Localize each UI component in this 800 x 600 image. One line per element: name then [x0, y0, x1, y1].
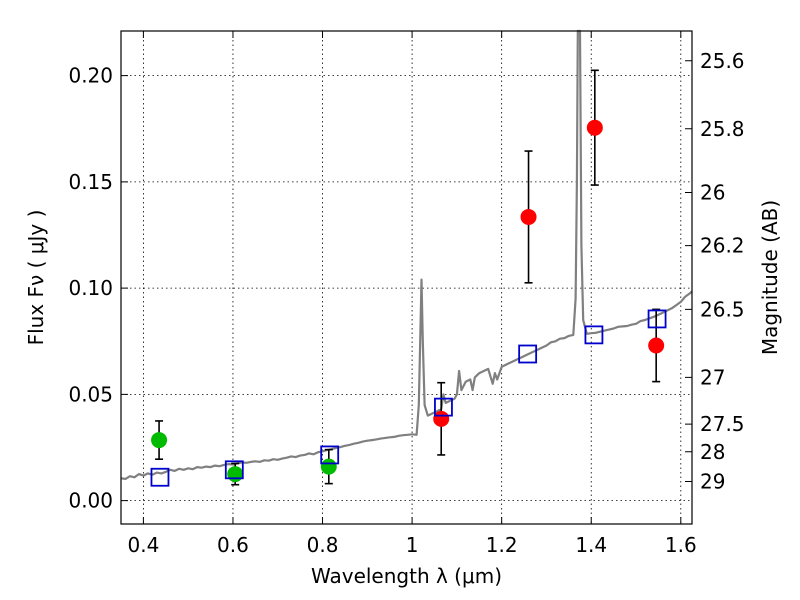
y2-tick-label: 26.2 [700, 234, 745, 258]
error-bars [155, 69, 661, 486]
x-tick-label: 0.6 [217, 533, 249, 557]
x-tick-label: 0.4 [127, 533, 159, 557]
model-square-marker [320, 445, 340, 465]
y2-tick-label: 27.5 [700, 412, 745, 436]
y2-tick-label: 27 [700, 365, 725, 389]
model-square-marker [647, 309, 667, 329]
grid [121, 31, 692, 524]
axis-ticks: 0.4 0.6 0.8 1 1.2 1.4 1.6 0.00 0.05 0.10 0.15 0.20 2… [68, 31, 745, 557]
y-tick-label: 0.00 [68, 489, 113, 513]
y-axis-label: Flux Fν ( μJy ) [24, 210, 48, 346]
plot-frame [120, 30, 693, 525]
y2-tick-label: 25.8 [700, 117, 745, 141]
data-point-circle [320, 458, 337, 475]
y-tick-label: 0.10 [68, 276, 113, 300]
data-markers [150, 119, 667, 487]
y-tick-label: 0.15 [68, 170, 113, 194]
y2-tick-label: 28 [700, 440, 725, 464]
x-tick-label: 1.4 [575, 533, 607, 557]
model-square-marker [518, 344, 538, 364]
y2-axis-label: Magnitude (AB) [758, 200, 782, 355]
y2-tick-label: 26.5 [700, 297, 745, 321]
y-tick-label: 0.20 [68, 64, 113, 88]
data-point-circle [151, 432, 168, 449]
x-axis-label: Wavelength λ (μm) [311, 564, 502, 588]
model-square-marker [150, 467, 170, 487]
data-point-circle [520, 208, 537, 225]
y2-tick-label: 29 [700, 470, 725, 494]
spectrum-path [120, 29, 693, 480]
model-square-marker [584, 325, 604, 345]
x-tick-label: 0.8 [307, 533, 339, 557]
model-square-marker [434, 397, 453, 417]
data-point-circle [648, 337, 665, 354]
spectrum-line [120, 29, 693, 480]
model-square-marker [224, 460, 244, 480]
y-tick-label: 0.05 [68, 382, 113, 406]
y2-tick-label: 25.6 [700, 49, 745, 73]
data-point-circle [227, 466, 244, 483]
data-point-circle [586, 119, 603, 136]
y2-tick-label: 26 [700, 181, 725, 205]
x-tick-label: 1 [406, 533, 419, 557]
x-tick-label: 1.6 [665, 533, 697, 557]
x-tick-label: 1.2 [486, 533, 518, 557]
